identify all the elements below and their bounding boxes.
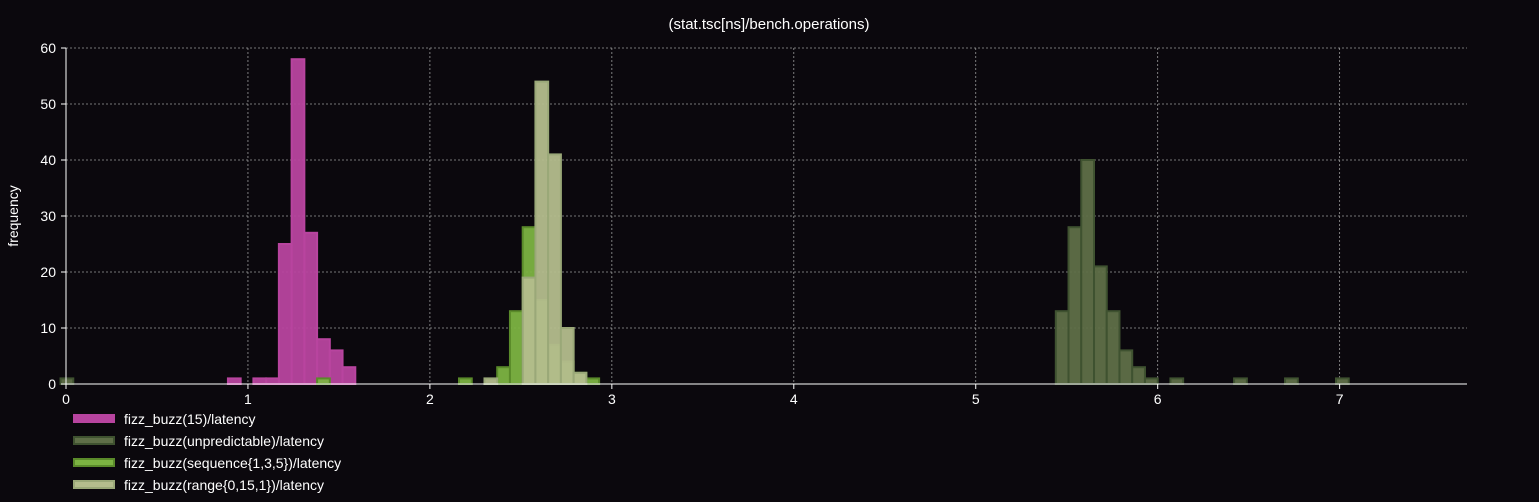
histogram-bar <box>265 377 280 385</box>
histogram-bar <box>1233 377 1248 385</box>
y-tick-label: 10 <box>40 320 56 336</box>
legend-swatch <box>73 458 115 467</box>
histogram-bar <box>458 377 473 385</box>
histogram-bar <box>1105 310 1121 386</box>
legend-label: fizz_buzz(sequence{1,3,5})/latency <box>124 455 341 471</box>
histogram-bar <box>303 231 319 385</box>
x-tick-label: 1 <box>244 391 252 407</box>
histogram-bar <box>521 276 537 386</box>
tick-labels: 0 1 2 3 4 5 6 7 0 10 20 30 40 50 60 <box>40 40 1343 407</box>
y-tick-label: 30 <box>40 208 56 224</box>
histogram-bar <box>559 327 575 385</box>
legend-swatch <box>73 436 115 445</box>
histogram-bar <box>1334 377 1350 385</box>
y-tick-label: 20 <box>40 264 56 280</box>
x-tick-label: 4 <box>790 391 798 407</box>
legend-label: fizz_buzz(15)/latency <box>124 411 256 427</box>
histogram-bar <box>316 377 331 385</box>
histogram-bar <box>547 153 562 385</box>
y-tick-label: 50 <box>40 96 56 112</box>
histogram-bar <box>483 377 499 385</box>
x-tick-label: 2 <box>426 391 434 407</box>
histogram-bar <box>534 80 550 385</box>
histogram-bar <box>252 377 268 385</box>
histogram-bar <box>508 310 524 386</box>
histogram-bar <box>1143 377 1159 385</box>
y-axis-label: frequency <box>5 185 21 246</box>
legend-swatch <box>73 414 115 423</box>
y-tick-label: 60 <box>40 40 56 56</box>
histogram-bar <box>496 366 511 386</box>
legend: fizz_buzz(15)/latency fizz_buzz(unpredict… <box>73 411 341 493</box>
histogram-bar <box>585 377 601 385</box>
histogram-bar <box>1067 226 1083 385</box>
x-tick-label: 6 <box>1154 391 1162 407</box>
histogram-bar <box>290 58 306 385</box>
histogram-bar <box>316 338 331 386</box>
histogram-bar <box>1169 377 1185 385</box>
histogram-bar <box>1054 310 1070 386</box>
histogram-bar <box>1080 159 1096 385</box>
legend-label: fizz_buzz(range{0,15,1})/latency <box>124 477 324 493</box>
chart-title: (stat.tsc[ns]/bench.operations) <box>669 16 870 33</box>
histogram-bar <box>1131 366 1146 386</box>
histogram-bar <box>328 349 344 385</box>
histogram-bar <box>277 243 293 385</box>
histogram-bar <box>572 371 588 385</box>
histogram-bar <box>59 377 75 385</box>
x-tick-label: 7 <box>1336 391 1344 407</box>
y-tick-label: 40 <box>40 152 56 168</box>
histogram-bar <box>226 377 242 385</box>
y-tick-label: 0 <box>48 376 56 392</box>
histogram-bar <box>1118 349 1134 385</box>
histogram-bar <box>1093 265 1108 385</box>
x-tick-label: 5 <box>972 391 980 407</box>
x-tick-label: 3 <box>608 391 616 407</box>
histogram-bar <box>1284 377 1299 385</box>
legend-label: fizz_buzz(unpredictable)/latency <box>124 433 324 449</box>
x-tick-label: 0 <box>62 391 70 407</box>
legend-swatch <box>73 480 115 489</box>
histogram-bar <box>341 366 357 386</box>
